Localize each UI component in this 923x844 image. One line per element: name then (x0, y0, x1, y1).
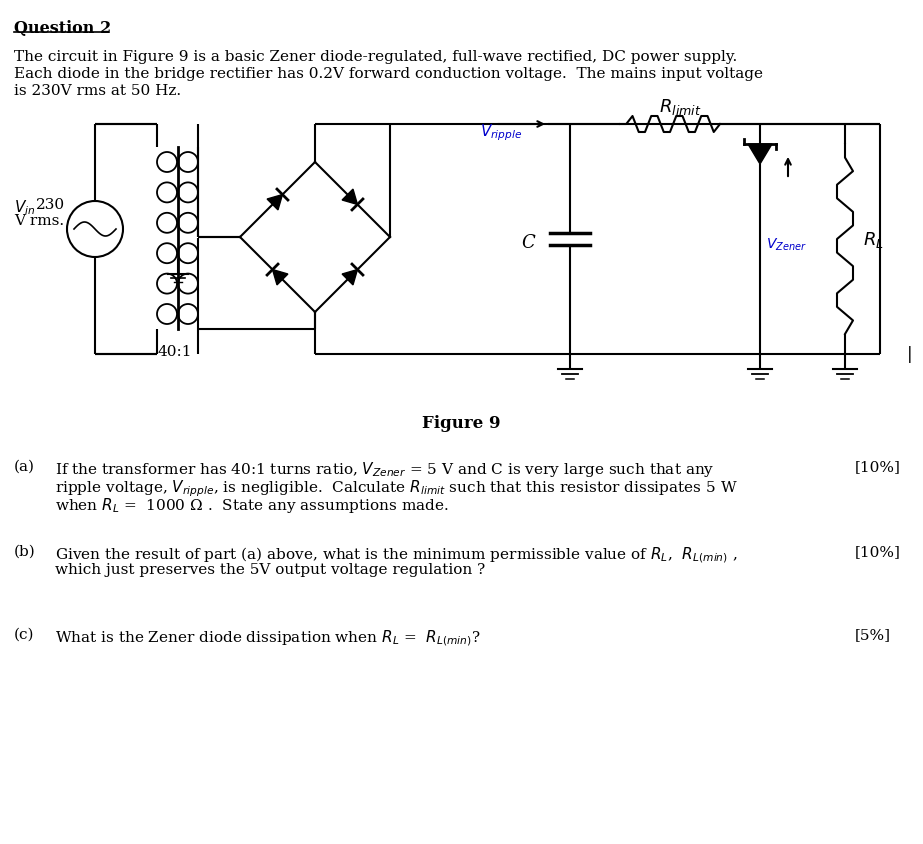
Polygon shape (748, 145, 772, 165)
Text: (b): (b) (14, 544, 36, 559)
Polygon shape (272, 270, 288, 285)
Text: is 230V rms at 50 Hz.: is 230V rms at 50 Hz. (14, 84, 181, 98)
Text: 230: 230 (36, 197, 66, 212)
Text: [10%]: [10%] (855, 459, 901, 473)
Text: ripple voltage, $V_{ripple}$, is negligible.  Calculate $R_{limit}$ such that th: ripple voltage, $V_{ripple}$, is negligi… (55, 478, 737, 498)
Text: C: C (521, 234, 535, 252)
Text: (a): (a) (14, 459, 35, 473)
Text: $V_{ripple}$: $V_{ripple}$ (480, 122, 522, 143)
Text: V rms.: V rms. (14, 214, 64, 228)
Text: What is the Zener diode dissipation when $R_L$ =  $R_{L(min)}$?: What is the Zener diode dissipation when… (55, 627, 481, 647)
Text: The circuit in Figure 9 is a basic Zener diode-regulated, full-wave rectified, D: The circuit in Figure 9 is a basic Zener… (14, 50, 737, 64)
Text: [5%]: [5%] (855, 627, 891, 641)
Text: $R_L$: $R_L$ (863, 230, 884, 250)
Text: $R_{limit}$: $R_{limit}$ (659, 97, 701, 116)
Text: Figure 9: Figure 9 (422, 414, 500, 431)
Text: If the transformer has 40:1 turns ratio, $V_{Zener}$ = 5 V and C is very large s: If the transformer has 40:1 turns ratio,… (55, 459, 714, 479)
Polygon shape (342, 270, 357, 285)
Text: $V_{Zener}$: $V_{Zener}$ (766, 236, 807, 253)
Text: 40:1: 40:1 (158, 344, 192, 359)
Text: which just preserves the 5V output voltage regulation ?: which just preserves the 5V output volta… (55, 562, 485, 576)
Text: $\mathit{V}_{in}$: $\mathit{V}_{in}$ (14, 197, 35, 216)
Text: |: | (907, 346, 913, 363)
Text: when $R_L$ =  1000 Ω .  State any assumptions made.: when $R_L$ = 1000 Ω . State any assumpti… (55, 495, 449, 514)
Text: (c): (c) (14, 627, 34, 641)
Polygon shape (267, 195, 282, 211)
Text: Question 2: Question 2 (14, 20, 112, 37)
Polygon shape (342, 190, 357, 205)
Text: [10%]: [10%] (855, 544, 901, 559)
Text: Each diode in the bridge rectifier has 0.2V forward conduction voltage.  The mai: Each diode in the bridge rectifier has 0… (14, 67, 763, 81)
Text: Given the result of part (a) above, what is the minimum permissible value of $R_: Given the result of part (a) above, what… (55, 544, 737, 564)
